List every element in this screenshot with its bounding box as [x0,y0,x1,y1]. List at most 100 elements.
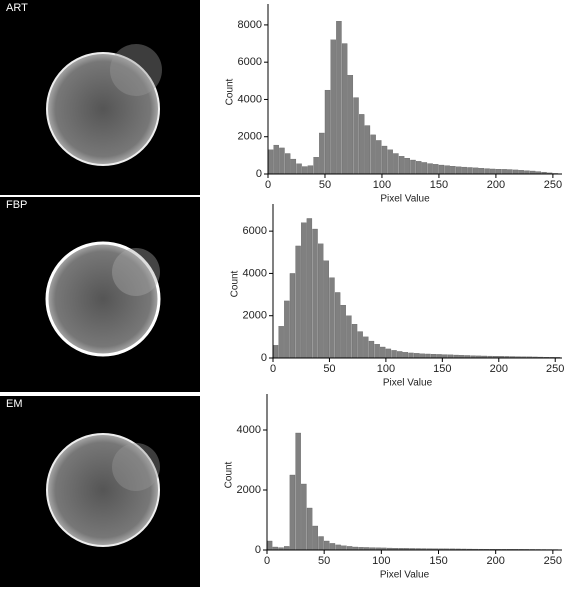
x-axis-label: Pixel Value [380,570,430,581]
y-tick-label: 6000 [238,56,262,68]
x-axis-label: Pixel Value [383,378,433,389]
x-tick-label: 100 [372,555,390,567]
bar [422,162,427,174]
bar [490,169,495,174]
bar [274,145,279,174]
bar [313,526,318,550]
bar [425,354,430,358]
bar [473,168,478,174]
bar [296,246,301,358]
bar [313,229,318,358]
bar [307,218,312,358]
image-fbp [0,197,200,392]
bar [346,316,351,358]
bar [408,353,413,358]
x-tick-label: 250 [544,555,562,567]
bar [290,475,295,550]
bar [428,164,433,174]
bar [301,484,306,550]
bar [347,546,352,550]
bar [414,353,419,358]
bar [375,344,380,358]
y-axis-label: Count [225,78,236,105]
bar [330,543,335,550]
bar [382,146,387,174]
x-tick-label: 50 [318,555,330,567]
bar [450,166,455,174]
bar [353,98,358,174]
bar [314,157,319,174]
bar [496,169,501,174]
bar [291,159,296,174]
x-tick-label: 200 [487,179,505,191]
bar [296,433,301,550]
bar [301,223,306,358]
bar [363,337,368,358]
bar [397,351,402,358]
y-tick-label: 0 [261,352,267,364]
bar [502,169,507,174]
x-tick-label: 200 [487,555,505,567]
bar [376,140,381,174]
bar [392,350,397,358]
bar [513,170,518,174]
y-tick-label: 2000 [238,131,262,143]
y-tick-label: 6000 [243,225,267,237]
image-label: ART [6,2,28,14]
bar [405,158,410,174]
bar [342,44,347,174]
image-art [0,0,200,195]
bar [296,164,301,174]
y-tick-label: 0 [255,544,261,556]
bar [324,261,329,358]
bar [331,40,336,174]
bar [302,167,307,174]
y-tick-label: 2000 [237,484,261,496]
bar [371,135,376,174]
bar [442,355,447,358]
image-em [0,396,200,587]
x-tick-label: 0 [265,179,271,191]
x-tick-label: 150 [429,555,447,567]
x-axis-label: Pixel Value [380,194,430,205]
bar [279,326,284,358]
x-tick-label: 0 [264,555,270,567]
bar [318,537,323,551]
bar [273,345,278,358]
bar [416,161,421,174]
bar [325,90,330,174]
bar [380,347,385,358]
bar [403,352,408,358]
bar [359,114,364,174]
bar [324,541,329,550]
bar [507,170,512,174]
bar [336,545,341,550]
bar [365,126,370,174]
y-tick-label: 2000 [243,310,267,322]
bar [329,278,334,358]
y-axis-label: Count [230,270,241,297]
x-tick-label: 100 [377,363,395,375]
bar [267,541,272,550]
bar [479,168,484,174]
bar [519,170,524,174]
bar [341,546,346,550]
y-tick-label: 4000 [237,424,261,436]
bar [431,354,436,358]
bar [319,133,324,174]
bar [399,156,404,174]
bar [388,150,393,174]
image-label: FBP [6,199,27,211]
bar [437,354,442,358]
bar [308,166,313,174]
x-tick-label: 100 [373,179,391,191]
y-axis-label: Count [224,461,235,488]
bar [348,75,353,174]
bar [335,292,340,358]
bar [285,154,290,175]
bar [318,244,323,358]
x-tick-label: 150 [430,179,448,191]
y-tick-label: 4000 [243,267,267,279]
bar [439,165,444,174]
